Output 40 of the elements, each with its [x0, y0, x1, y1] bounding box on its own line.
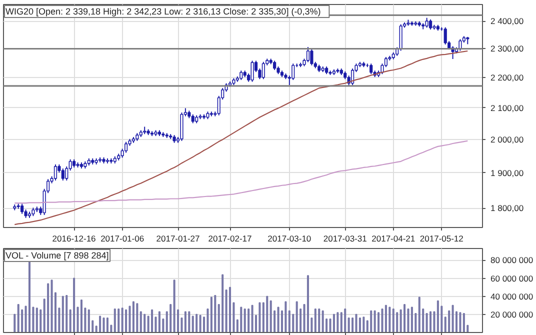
candlestick: [384, 56, 388, 68]
y-tick-label: 1 900,00: [490, 168, 524, 178]
candlestick: [61, 168, 64, 181]
candlestick: [124, 141, 128, 154]
chart-title: WIG20 [Open: 2 339,18 High: 2 342,23 Low: 2 316,13 Close: 2 335,30] (-0,3%): [6, 6, 321, 16]
candlestick: [54, 164, 58, 181]
candlestick: [20, 203, 24, 214]
candlestick: [425, 17, 428, 28]
x-tick-label: 2016-12-16: [52, 234, 96, 244]
x-tick-label: 2017-01-06: [100, 234, 144, 244]
candlestick: [370, 63, 373, 75]
y-tick-label: 2 000,00: [490, 134, 524, 145]
candlestick: [310, 48, 314, 66]
y-tick-label: 80 000 000: [490, 255, 534, 266]
y-tick-label: 2 200,00: [490, 72, 524, 83]
candlestick: [250, 60, 254, 82]
x-tick-label: 2017-05-12: [420, 234, 464, 244]
y-tick-label: 20 000 000: [490, 309, 534, 320]
y-tick-label: 2 400,00: [490, 16, 524, 26]
x-tick-label: 2017-04-21: [372, 234, 416, 244]
candlestick: [240, 70, 243, 81]
candlestick: [262, 61, 265, 80]
x-tick-label: 2017-03-31: [323, 234, 368, 244]
candlestick: [428, 18, 432, 30]
candlestick: [399, 24, 402, 52]
candlestick: [444, 26, 447, 46]
candlestick: [292, 63, 295, 81]
y-tick-label: 2 100,00: [490, 102, 524, 113]
candlestick: [306, 46, 310, 63]
candlestick: [458, 38, 462, 52]
y-tick-label: 1 800,00: [490, 203, 524, 214]
y-tick-label: 2 300,00: [490, 44, 524, 54]
x-tick-label: 2017-03-10: [268, 234, 312, 244]
x-tick-label: 2017-02-17: [208, 234, 252, 244]
chart-title: VOL - Volume [7 898 284]: [6, 250, 109, 260]
line-series: [14, 50, 468, 226]
y-tick-label: 60 000 000: [490, 273, 534, 284]
candlestick: [273, 60, 276, 70]
x-tick-label: 2017-01-27: [156, 234, 200, 244]
y-tick-label: 40 000 000: [490, 291, 534, 302]
